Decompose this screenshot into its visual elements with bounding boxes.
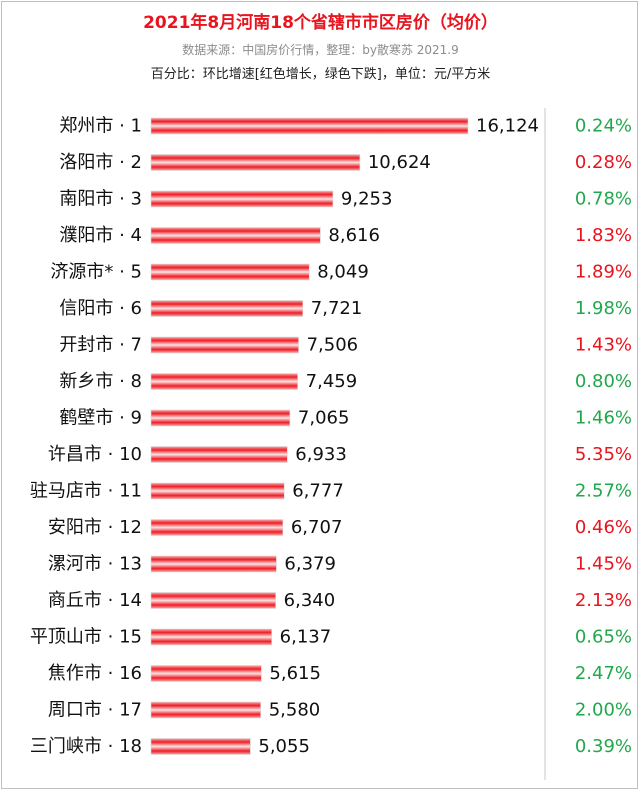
value-label: 6,379 (284, 554, 336, 575)
pct-change-label: 0.24% (575, 116, 632, 137)
value-label: 6,137 (280, 627, 332, 648)
chart-row: 洛阳市 · 2 10,624 0.28% (59, 152, 632, 173)
pct-change-label: 0.65% (575, 627, 632, 648)
chart-row: 驻马店市 · 11 6,777 2.57% (30, 481, 632, 502)
chart-row: 周口市 · 17 5,580 2.00% (48, 700, 632, 721)
chart-row: 安阳市 · 12 6,707 0.46% (48, 517, 632, 538)
value-label: 10,624 (368, 152, 431, 173)
pct-change-label: 0.78% (575, 189, 632, 210)
value-label: 7,506 (307, 335, 359, 356)
chart-row: 新乡市 · 8 7,459 0.80% (59, 371, 632, 392)
pct-change-label: 1.46% (575, 408, 632, 429)
bar (150, 555, 277, 573)
category-label: 濮阳市 · 4 (59, 225, 142, 246)
category-label: 焦作市 · 16 (48, 663, 142, 684)
category-label: 商丘市 · 14 (48, 590, 142, 611)
chart-row: 鹤壁市 · 9 7,065 1.46% (59, 408, 632, 429)
category-label: 洛阳市 · 2 (59, 152, 142, 173)
value-label: 16,124 (476, 116, 539, 137)
chart-row: 开封市 · 7 7,506 1.43% (59, 335, 632, 356)
category-label: 济源市* · 5 (50, 262, 142, 283)
bar (150, 519, 284, 536)
chart-row: 平顶山市 · 15 6,137 0.65% (30, 627, 632, 648)
pct-change-label: 1.89% (575, 262, 632, 283)
value-label: 9,253 (341, 189, 393, 210)
bar (150, 482, 285, 500)
bar (150, 263, 310, 281)
category-label: 开封市 · 7 (59, 335, 142, 356)
bar (150, 300, 304, 317)
bar (150, 446, 288, 463)
value-label: 7,459 (306, 371, 358, 392)
category-label: 安阳市 · 12 (48, 517, 142, 538)
value-label: 7,721 (311, 298, 363, 319)
chart-row: 郑州市 · 1 16,124 0.24% (59, 116, 632, 137)
pct-change-label: 1.45% (575, 554, 632, 575)
chart-row: 三门峡市 · 18 5,055 0.39% (30, 736, 632, 757)
chart-row: 许昌市 · 10 6,933 5.35% (48, 444, 632, 465)
bar (150, 336, 299, 354)
value-label: 5,055 (258, 736, 310, 757)
chart-row: 焦作市 · 16 5,615 2.47% (48, 663, 632, 684)
chart-row: 漯河市 · 13 6,379 1.45% (48, 554, 632, 575)
value-label: 5,580 (269, 700, 321, 721)
value-label: 8,616 (328, 225, 380, 246)
pct-change-label: 0.46% (575, 517, 632, 538)
category-label: 漯河市 · 13 (48, 554, 142, 575)
bar (150, 117, 469, 135)
category-label: 三门峡市 · 18 (30, 736, 142, 757)
value-label: 5,615 (269, 663, 321, 684)
value-label: 6,340 (284, 590, 336, 611)
pct-change-label: 2.00% (575, 700, 632, 721)
value-label: 6,777 (292, 481, 344, 502)
category-label: 鹤壁市 · 9 (59, 408, 142, 429)
category-label: 周口市 · 17 (48, 700, 142, 721)
pct-change-label: 1.83% (575, 225, 632, 246)
pct-change-label: 0.28% (575, 152, 632, 173)
bar (150, 409, 291, 427)
value-label: 7,065 (298, 408, 350, 429)
value-label: 6,707 (291, 517, 343, 538)
chart-row: 商丘市 · 14 6,340 2.13% (48, 590, 632, 611)
chart-row: 南阳市 · 3 9,253 0.78% (59, 189, 632, 210)
value-label: 8,049 (317, 262, 369, 283)
bar (150, 227, 321, 244)
category-label: 许昌市 · 10 (48, 444, 142, 465)
chart-row: 济源市* · 5 8,049 1.89% (50, 262, 632, 283)
chart-rows: 郑州市 · 1 16,124 0.24% 洛阳市 · 2 10,624 0.28% 南阳市 … (30, 116, 632, 758)
pct-change-label: 5.35% (575, 444, 632, 465)
category-label: 新乡市 · 8 (59, 371, 142, 392)
pct-change-label: 1.98% (575, 298, 632, 319)
category-label: 驻马店市 · 11 (30, 481, 142, 502)
chart-note: 百分比：环比增速[红色增长，绿色下跌]，单位：元/平方米 (150, 67, 491, 82)
pct-change-label: 2.13% (575, 590, 632, 611)
pct-change-label: 1.43% (575, 335, 632, 356)
bar (150, 628, 272, 646)
pct-change-label: 2.47% (575, 663, 632, 684)
chart-row: 濮阳市 · 4 8,616 1.83% (59, 225, 632, 246)
category-label: 平顶山市 · 15 (30, 627, 142, 648)
pct-change-label: 0.80% (575, 371, 632, 392)
bar (150, 738, 251, 755)
chart-title: 2021年8月河南18个省辖市市区房价（均价） (143, 13, 498, 33)
bar (150, 373, 298, 390)
bar (150, 154, 361, 171)
pct-change-label: 0.39% (575, 736, 632, 757)
value-label: 6,933 (295, 444, 347, 465)
category-label: 信阳市 · 6 (59, 298, 142, 319)
category-label: 南阳市 · 3 (59, 189, 142, 210)
chart-row: 信阳市 · 6 7,721 1.98% (59, 298, 632, 319)
pct-change-label: 2.57% (575, 481, 632, 502)
bar (150, 592, 276, 609)
bar (150, 665, 262, 682)
bar (150, 190, 334, 208)
chart-subtitle: 数据来源：中国房价行情，整理：by散寒苏 2021.9 (182, 43, 459, 57)
bar (150, 701, 262, 719)
category-label: 郑州市 · 1 (59, 116, 142, 137)
